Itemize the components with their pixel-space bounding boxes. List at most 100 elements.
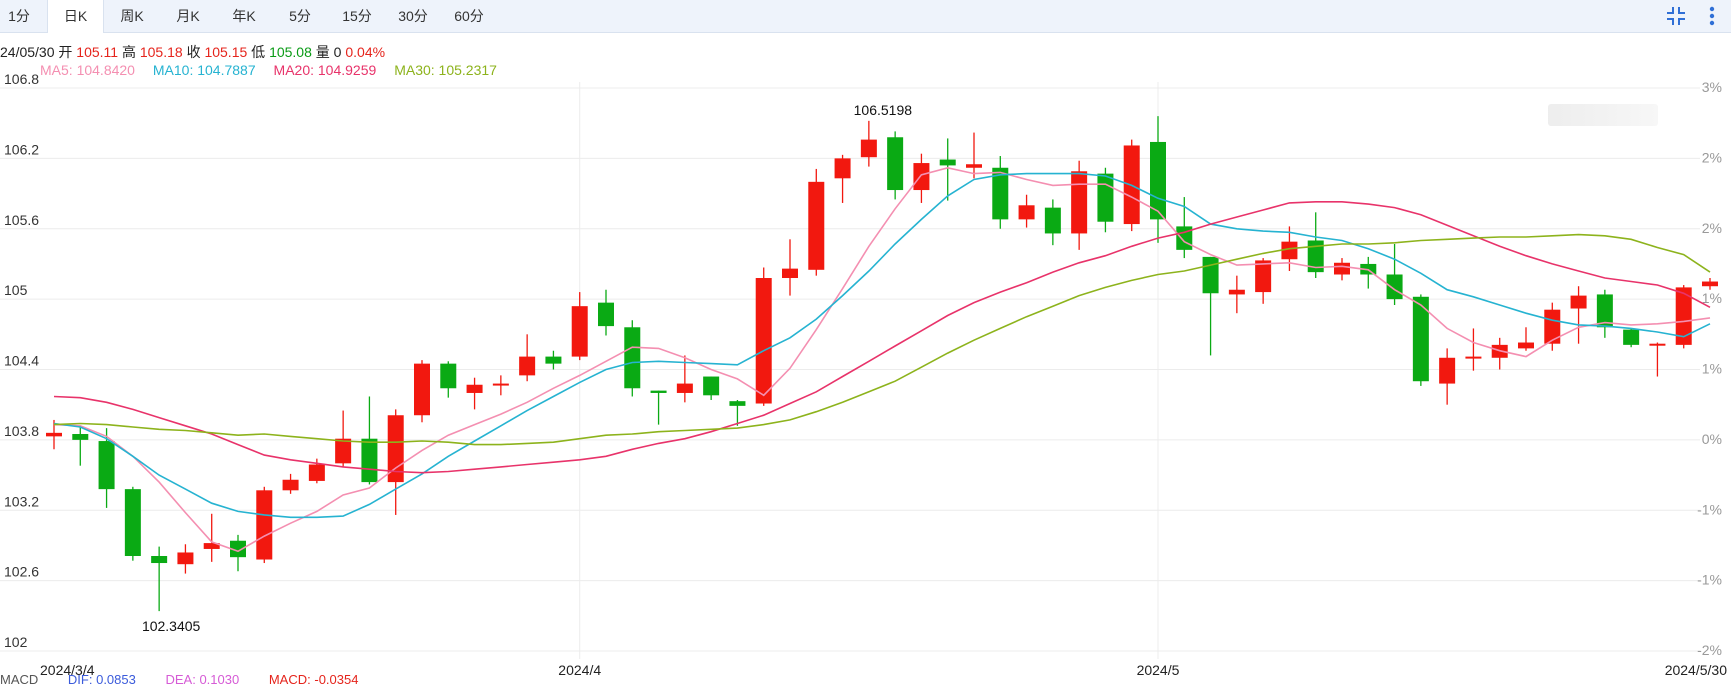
candle-body xyxy=(492,383,509,386)
min-price-label: 102.3405 xyxy=(142,618,201,634)
macd-label: MACD: xyxy=(268,672,311,687)
price-axis: 106.8 106.2 105.6 105 104.4 103.8 103.2 102.6 10… xyxy=(4,71,39,650)
candle-body xyxy=(1702,281,1718,287)
price-tick-label: 106.8 xyxy=(4,71,39,87)
candle-body xyxy=(939,159,956,166)
open-label: 开 xyxy=(58,44,73,60)
tab-daily[interactable]: 日K xyxy=(47,0,104,33)
candle-body xyxy=(834,158,851,179)
ma10-value: 104.7887 xyxy=(197,62,256,78)
ma5-label: MA5: xyxy=(40,62,73,78)
candles xyxy=(46,116,1718,612)
candle-body xyxy=(1518,342,1534,349)
candle-body xyxy=(676,383,693,393)
percent-tick-label: 1% xyxy=(1702,290,1722,306)
tab-1min[interactable]: 1分 xyxy=(8,8,30,24)
close-value: 105.15 xyxy=(204,44,248,60)
candle-body xyxy=(177,552,194,565)
percent-tick-label: 0% xyxy=(1702,431,1722,447)
candle-body xyxy=(966,164,982,168)
candle-body xyxy=(887,137,904,191)
price-tick-label: 106.2 xyxy=(4,141,39,157)
candle-body xyxy=(98,441,115,490)
candle-body xyxy=(703,376,720,396)
macd-value: -0.0354 xyxy=(314,672,359,687)
dea-value: 0.1030 xyxy=(199,672,240,687)
percent-axis: 3% 2% 2% 1% 1% 0% -1% -1% -2% xyxy=(1697,79,1722,658)
price-tick-label: 105 xyxy=(4,282,28,298)
volume-value: 0 xyxy=(333,44,342,60)
ma10-line xyxy=(53,172,1711,519)
volume-label: 量 xyxy=(315,44,330,60)
macd-title: MACD xyxy=(0,672,38,687)
ma30-line xyxy=(53,233,1711,446)
more-vertical-icon[interactable] xyxy=(1700,4,1724,28)
candle-body xyxy=(1386,274,1403,300)
price-tick-label: 103.8 xyxy=(4,423,39,439)
extreme-annotations: 106.5198 102.3405 xyxy=(142,102,912,634)
candle-body xyxy=(1255,260,1272,293)
candle-body xyxy=(1465,356,1482,359)
ma5-value: 104.8420 xyxy=(76,62,135,78)
candle-body xyxy=(361,438,378,483)
candle-body xyxy=(571,306,588,357)
price-tick-label: 105.6 xyxy=(4,212,39,228)
ma-lines xyxy=(53,166,1711,553)
tab-monthly[interactable]: 月K xyxy=(176,8,200,24)
candle-body xyxy=(124,489,141,556)
candle-body xyxy=(230,540,246,558)
ma-legend: MA5: 104.8420 MA10: 104.7887 MA20: 104.9… xyxy=(40,62,511,78)
candle-body xyxy=(1412,296,1429,382)
ma5-legend: MA5: 104.8420 xyxy=(40,62,135,78)
candle-body xyxy=(1281,241,1298,260)
candle-body xyxy=(1018,205,1035,220)
candle-body xyxy=(598,302,614,327)
ma30-legend: MA30: 105.2317 xyxy=(394,62,497,78)
date-tick-label: 2024/5 xyxy=(1137,662,1180,678)
candle-body xyxy=(1596,294,1613,328)
dif-legend: DIF: 0.0853 xyxy=(68,672,136,687)
candle-body xyxy=(1307,240,1324,273)
tab-30min[interactable]: 30分 xyxy=(398,8,428,24)
candle-body xyxy=(414,363,430,416)
ma10-legend: MA10: 104.7887 xyxy=(153,62,256,78)
tab-60min[interactable]: 60分 xyxy=(454,8,484,24)
macd-legend: MACD DIF: 0.0853 DEA: 0.1030 MACD: -0.03… xyxy=(0,672,384,687)
dea-legend: DEA: 0.1030 xyxy=(165,672,239,687)
candle-body xyxy=(650,390,667,393)
high-value: 105.18 xyxy=(139,44,183,60)
tab-yearly[interactable]: 年K xyxy=(232,8,256,24)
candle-body xyxy=(755,278,772,404)
price-tick-label: 103.2 xyxy=(4,493,39,509)
tab-weekly[interactable]: 周K xyxy=(120,8,144,24)
candle-body xyxy=(1202,256,1219,294)
collapse-icon[interactable] xyxy=(1664,4,1688,28)
ma20-label: MA20: xyxy=(273,62,314,78)
candle-body xyxy=(282,479,299,491)
candle-body xyxy=(860,139,877,158)
dif-label: DIF: xyxy=(67,672,93,687)
candle-body xyxy=(1044,207,1061,234)
tab-5min[interactable]: 5分 xyxy=(289,8,311,24)
date-axis: 2024/3/4 2024/4 2024/5 2024/5/30 xyxy=(40,662,1727,678)
ma10-label: MA10: xyxy=(152,62,194,78)
ma30-value: 105.2317 xyxy=(438,62,497,78)
candle-body xyxy=(729,401,746,406)
percent-tick-label: 3% xyxy=(1702,79,1722,95)
candle-body xyxy=(1570,295,1587,309)
candle-body xyxy=(72,434,89,440)
percent-tick-label: -1% xyxy=(1697,501,1722,517)
price-tick-label: 102 xyxy=(4,634,28,650)
percent-tick-label: 2% xyxy=(1702,149,1722,165)
max-price-label: 106.5198 xyxy=(854,102,913,118)
info-date: 24/05/30 xyxy=(0,44,55,60)
candle-body xyxy=(308,464,325,481)
candle-body xyxy=(808,181,825,270)
candle-body xyxy=(1228,289,1245,295)
tab-15min[interactable]: 15分 xyxy=(342,8,372,24)
ma30-label: MA30: xyxy=(394,62,435,78)
candle-body xyxy=(1439,357,1456,384)
date-tick-label: 2024/5/30 xyxy=(1665,662,1727,678)
high-label: 高 xyxy=(121,44,136,60)
